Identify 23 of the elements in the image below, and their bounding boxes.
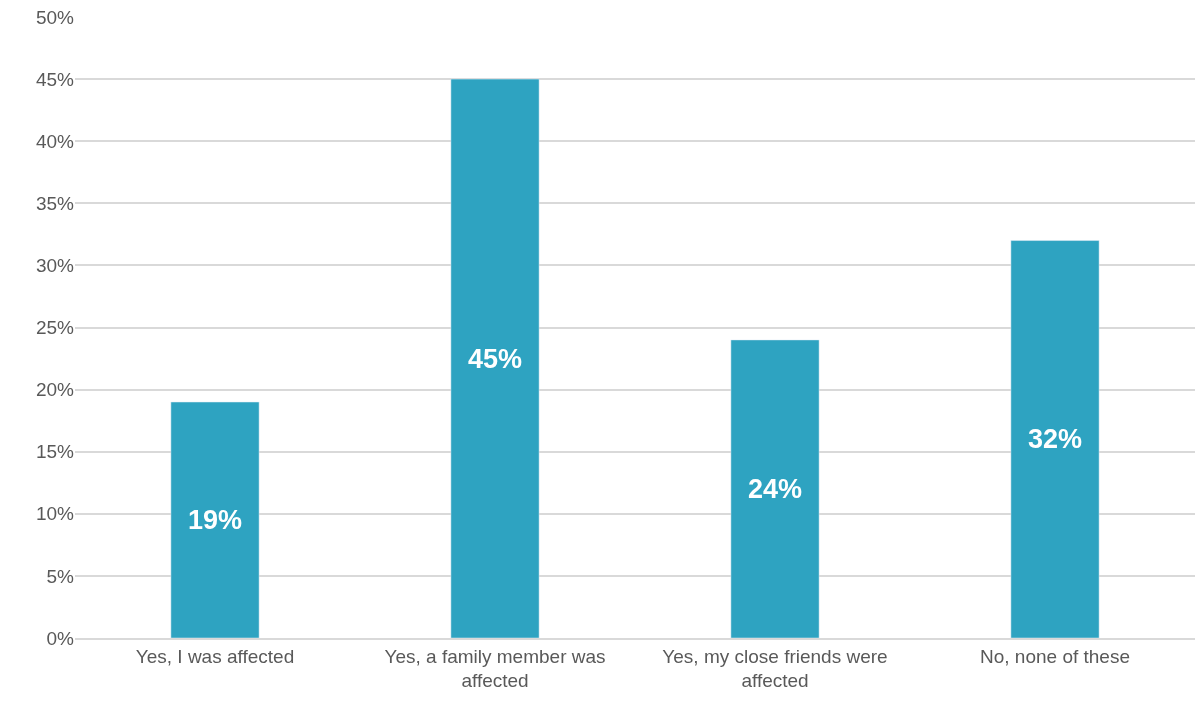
y-tick-label: 50% <box>35 6 75 28</box>
x-tick-label: No, none of these <box>980 645 1130 667</box>
data-label: 24% <box>747 473 803 504</box>
data-label: 45% <box>467 343 523 374</box>
bar <box>170 401 260 638</box>
y-tick-label: 25% <box>35 317 75 339</box>
data-label: 32% <box>1027 424 1083 455</box>
y-tick-label: 10% <box>35 503 75 525</box>
x-tick-label: Yes, my close friends were affected <box>662 645 888 692</box>
y-tick-label: 5% <box>46 565 75 587</box>
y-tick-label: 45% <box>35 68 75 90</box>
bar <box>450 78 540 638</box>
y-tick-label: 15% <box>35 441 75 463</box>
x-tick-label: Yes, I was affected <box>135 645 295 667</box>
bar <box>1010 240 1100 638</box>
y-tick-label: 0% <box>46 627 75 649</box>
y-tick-label: 20% <box>35 379 75 401</box>
x-tick-label: Yes, a family member was affected <box>384 645 606 692</box>
bar <box>730 339 820 638</box>
y-tick-label: 35% <box>35 192 75 214</box>
data-label: 19% <box>187 505 243 536</box>
y-tick-label: 30% <box>35 255 75 277</box>
y-tick-label: 40% <box>35 130 75 152</box>
